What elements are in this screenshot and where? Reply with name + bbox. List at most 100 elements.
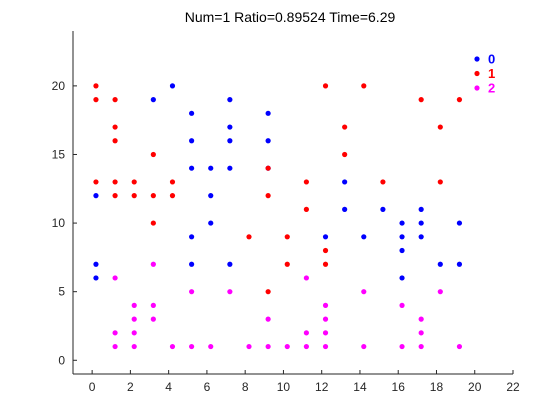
data-point-series-0 [399, 247, 405, 254]
legend-label-1: 1 [488, 66, 495, 81]
data-point-series-0 [208, 165, 214, 171]
data-point-series-0 [227, 261, 233, 267]
data-point-series-2 [418, 330, 424, 336]
data-point-series-2 [131, 316, 137, 322]
data-point-series-1 [169, 179, 176, 185]
data-point-series-1 [112, 179, 118, 185]
data-point-series-2 [322, 302, 329, 308]
legend-label-2: 2 [488, 81, 495, 96]
data-point-series-2 [169, 343, 176, 350]
legend-marker-2 [474, 85, 480, 91]
y-tick-label: 10 [52, 216, 66, 230]
data-point-series-2 [189, 343, 195, 350]
data-point-series-2 [265, 343, 271, 350]
data-point-series-0 [342, 179, 348, 185]
data-point-series-0 [361, 234, 367, 240]
data-point-series-1 [322, 83, 329, 89]
data-point-series-1 [246, 234, 252, 240]
data-point-series-0 [93, 275, 99, 281]
data-point-series-1 [93, 83, 99, 89]
chart-title: Num=1 Ratio=0.89524 Time=6.29 [185, 9, 396, 25]
data-point-series-1 [265, 193, 271, 199]
data-point-series-2 [361, 289, 367, 295]
x-tick-label: 4 [165, 380, 172, 394]
data-point-series-1 [169, 193, 176, 199]
data-point-series-2 [150, 316, 156, 322]
legend: 012 [474, 52, 495, 96]
data-point-series-0 [169, 83, 176, 89]
x-tick-label: 8 [242, 380, 249, 394]
data-point-series-1 [112, 138, 118, 144]
data-point-series-2 [265, 316, 271, 322]
data-point-series-2 [112, 343, 118, 350]
data-point-series-0 [227, 165, 233, 171]
data-point-series-2 [208, 343, 214, 350]
data-point-series-0 [150, 97, 156, 103]
data-point-series-2 [399, 343, 405, 350]
data-point-series-2 [112, 330, 118, 336]
data-point-series-2 [456, 343, 463, 350]
data-point-series-2 [322, 316, 329, 322]
data-point-series-1 [265, 289, 271, 295]
data-point-series-0 [189, 138, 195, 144]
data-point-series-1 [112, 97, 118, 103]
data-point-series-1 [284, 234, 290, 240]
data-point-series-0 [380, 206, 386, 212]
data-point-series-0 [399, 220, 405, 226]
x-tick-label: 12 [315, 380, 329, 394]
data-point-series-2 [361, 343, 367, 350]
data-point-series-0 [399, 275, 405, 281]
x-tick-label: 22 [506, 380, 520, 394]
data-point-series-2 [418, 343, 424, 350]
data-point-series-1 [322, 261, 329, 267]
data-point-series-1 [112, 193, 118, 199]
y-tick-label: 20 [52, 79, 66, 93]
data-point-series-2 [131, 330, 137, 336]
x-tick-label: 16 [392, 380, 406, 394]
data-point-series-0 [418, 234, 424, 240]
data-point-series-0 [189, 234, 195, 240]
data-point-series-1 [265, 165, 271, 171]
data-point-series-0 [227, 124, 233, 130]
data-point-series-0 [342, 206, 348, 212]
x-tick-label: 0 [89, 380, 96, 394]
data-point-series-1 [93, 97, 99, 103]
data-point-series-0 [189, 110, 195, 116]
data-point-series-2 [112, 275, 118, 281]
data-point-series-1 [303, 206, 309, 212]
data-point-series-2 [150, 261, 156, 267]
data-point-series-2 [246, 343, 252, 350]
data-point-series-2 [303, 275, 309, 281]
legend-label-0: 0 [488, 52, 495, 67]
legend-marker-1 [474, 70, 480, 77]
data-point-series-1 [150, 151, 156, 158]
x-tick-label: 10 [277, 380, 291, 394]
data-point-series-0 [208, 220, 214, 226]
data-point-series-2 [303, 343, 309, 350]
x-tick-label: 2 [127, 380, 134, 394]
legend-marker-0 [474, 56, 480, 62]
x-tick-label: 20 [468, 380, 482, 394]
data-point-series-1 [437, 124, 443, 130]
x-tick-label: 14 [353, 380, 367, 394]
data-point-series-2 [131, 343, 137, 350]
data-point-series-1 [150, 220, 156, 226]
data-point-series-0 [227, 97, 233, 103]
data-point-series-2 [131, 302, 137, 308]
data-points [93, 83, 463, 350]
data-point-series-1 [284, 261, 290, 267]
data-point-series-0 [189, 165, 195, 171]
data-point-series-0 [322, 234, 329, 240]
data-point-series-1 [112, 124, 118, 130]
data-point-series-1 [131, 179, 137, 185]
data-point-series-0 [93, 193, 99, 199]
data-point-series-1 [93, 179, 99, 185]
data-point-series-1 [322, 247, 329, 254]
data-point-series-0 [265, 110, 271, 116]
data-point-series-0 [456, 220, 463, 226]
data-point-series-2 [322, 343, 329, 350]
y-tick-label: 15 [52, 147, 66, 161]
data-point-series-1 [303, 179, 309, 185]
